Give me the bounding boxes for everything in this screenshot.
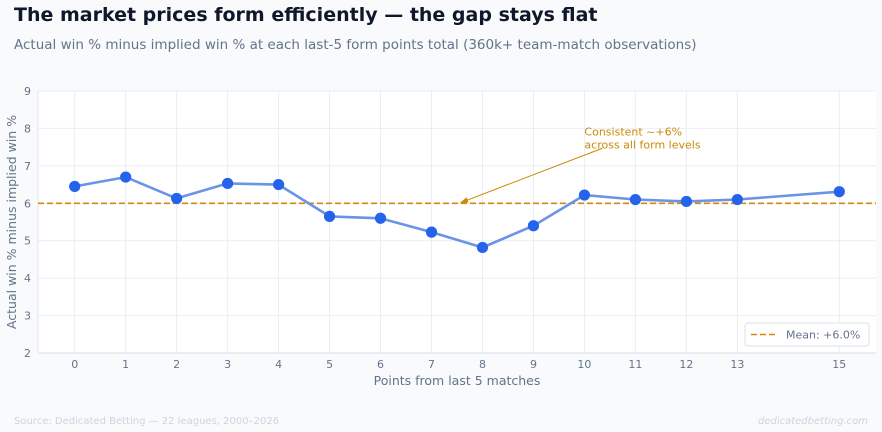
chart-subtitle: Actual win % minus implied win % at each… bbox=[14, 37, 697, 53]
data-point bbox=[476, 241, 489, 254]
x-tick-label: 3 bbox=[224, 358, 231, 371]
data-point bbox=[425, 226, 438, 238]
x-tick-label: 7 bbox=[428, 358, 435, 371]
chart-title: The market prices form efficiently — the… bbox=[14, 4, 598, 26]
x-axis-label: Points from last 5 matches bbox=[374, 373, 541, 388]
y-tick-label: 7 bbox=[24, 160, 31, 173]
data-point bbox=[323, 210, 336, 222]
x-tick-label: 5 bbox=[326, 358, 333, 371]
data-point bbox=[680, 195, 692, 208]
data-point bbox=[578, 189, 591, 201]
data-point bbox=[69, 180, 81, 193]
x-tick-label: 8 bbox=[479, 358, 486, 371]
x-tick-label: 10 bbox=[577, 358, 591, 371]
data-point bbox=[374, 212, 387, 224]
y-tick-label: 3 bbox=[24, 310, 31, 323]
annotation-line: Consistent ~+6% bbox=[584, 125, 682, 138]
data-point bbox=[629, 193, 642, 206]
y-tick-label: 4 bbox=[24, 272, 31, 285]
brand-watermark: dedicatedbetting.com bbox=[757, 416, 868, 427]
y-tick-label: 5 bbox=[24, 235, 31, 248]
x-tick-label: 0 bbox=[71, 358, 78, 371]
x-tick-label: 4 bbox=[275, 358, 282, 371]
y-tick-label: 6 bbox=[24, 197, 31, 210]
annotation-arrow bbox=[461, 147, 603, 203]
data-point bbox=[833, 186, 845, 198]
data-point bbox=[120, 171, 132, 183]
data-point bbox=[222, 177, 234, 190]
x-tick-label: 2 bbox=[173, 358, 180, 371]
y-tick-label: 8 bbox=[24, 122, 31, 135]
x-tick-label: 13 bbox=[730, 358, 744, 371]
data-point bbox=[272, 178, 285, 191]
plot-area bbox=[38, 91, 876, 353]
legend-label: Mean: +6.0% bbox=[786, 329, 860, 342]
source-note: Source: Dedicated Betting — 22 leagues, … bbox=[14, 416, 280, 427]
legend-box bbox=[744, 322, 870, 347]
data-point bbox=[171, 192, 183, 205]
x-tick-label: 11 bbox=[628, 358, 642, 371]
annotation-line: across all form levels bbox=[584, 138, 700, 151]
annotation-arrowhead bbox=[459, 197, 469, 204]
x-tick-label: 12 bbox=[679, 358, 693, 371]
x-tick-label: 15 bbox=[832, 358, 846, 371]
x-tick-label: 6 bbox=[377, 358, 384, 371]
annotation-text: Consistent ~+6% across all form levels bbox=[584, 125, 700, 151]
x-tick-label: 1 bbox=[122, 358, 129, 371]
x-tick-label: 9 bbox=[530, 358, 537, 371]
y-tick-label: 9 bbox=[24, 85, 31, 98]
y-axis-label: Actual win % minus implied win % bbox=[4, 115, 19, 329]
data-point bbox=[731, 193, 743, 206]
y-tick-label: 2 bbox=[24, 347, 31, 360]
data-point bbox=[527, 220, 540, 232]
